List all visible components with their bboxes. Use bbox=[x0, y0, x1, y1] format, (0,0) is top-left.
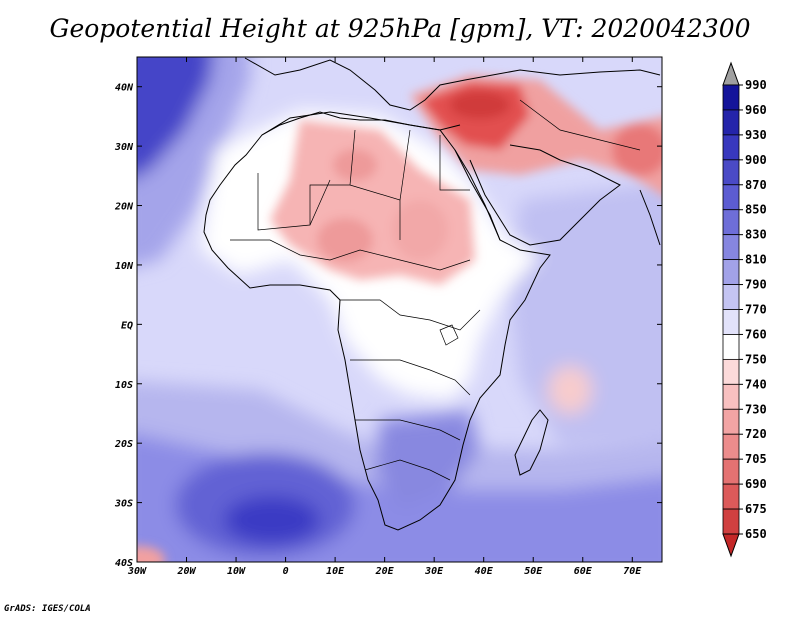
sahara-low-core bbox=[333, 149, 377, 181]
colorbar-swatch bbox=[722, 383, 740, 410]
north-atlantic-high-core bbox=[137, 57, 213, 177]
y-tick-label: 10N bbox=[115, 261, 134, 272]
arabia-coastline bbox=[469, 144, 621, 246]
x-tick-label: 50E bbox=[524, 566, 543, 577]
atlantic-corner-low bbox=[137, 546, 165, 562]
colorbar-swatch bbox=[722, 209, 740, 236]
colorbar-label: 900 bbox=[745, 153, 767, 167]
x-tick-label: 60E bbox=[574, 566, 593, 577]
border bbox=[350, 359, 471, 396]
colorbar-label: 930 bbox=[745, 128, 767, 142]
colorbar-swatch bbox=[722, 284, 740, 310]
y-tick-label: 40S bbox=[115, 558, 133, 569]
colorbar-swatch bbox=[722, 458, 740, 485]
y-tick-label: 30N bbox=[114, 142, 134, 153]
middle-east-low-core bbox=[450, 91, 510, 119]
border bbox=[257, 173, 331, 231]
x-tick-label: 0 bbox=[283, 566, 289, 577]
red-sea-coast bbox=[454, 149, 501, 241]
colorbar-swatch bbox=[722, 184, 740, 211]
europe-coastline bbox=[244, 57, 661, 111]
low-pressure-shading bbox=[137, 75, 662, 562]
colorbar-swatch bbox=[722, 483, 740, 510]
southern-africa-high bbox=[375, 410, 480, 510]
axis-ticks: 30W 20W 10W 0 10E 20E 30E 40E 50E 60E 70E 40N 30N 20N… bbox=[114, 57, 662, 577]
colorbar-label: 720 bbox=[745, 427, 767, 441]
x-tick-label: 20E bbox=[375, 566, 395, 577]
credit-label: GrADS: IGES/COLA bbox=[4, 604, 91, 614]
colorbar-swatch bbox=[722, 408, 740, 435]
sahel-low-core bbox=[317, 218, 373, 262]
colorbar-bottom-arrow bbox=[722, 533, 740, 558]
colorbar-swatch bbox=[722, 134, 740, 161]
colorbar-label: 870 bbox=[745, 178, 767, 192]
colorbar-swatch bbox=[722, 159, 740, 186]
y-tick-label: EQ bbox=[121, 320, 133, 331]
colorbar-label: 960 bbox=[745, 103, 767, 117]
border bbox=[340, 299, 481, 331]
india-coastline bbox=[639, 189, 661, 246]
border bbox=[364, 459, 451, 481]
colorbar-label: 990 bbox=[745, 78, 767, 92]
colorbar-swatch bbox=[722, 84, 740, 111]
y-tick-label: 30S bbox=[114, 499, 133, 510]
y-tick-label: 20N bbox=[114, 202, 134, 213]
colorbar-swatch bbox=[722, 358, 740, 385]
x-tick-label: 10E bbox=[326, 566, 345, 577]
colorbar-label: 850 bbox=[745, 203, 767, 217]
border bbox=[349, 129, 470, 201]
border bbox=[519, 99, 641, 151]
border bbox=[230, 239, 471, 271]
mediterranean-coast bbox=[261, 111, 461, 136]
madagascar-coastline bbox=[514, 409, 549, 476]
madagascar-low bbox=[548, 366, 592, 414]
x-tick-label: 10W bbox=[227, 566, 246, 577]
colorbar-label: 730 bbox=[745, 402, 767, 416]
plot-frame bbox=[136, 56, 663, 563]
colorbar-swatch bbox=[722, 508, 740, 535]
country-borders bbox=[230, 99, 641, 481]
x-tick-label: 40E bbox=[475, 566, 494, 577]
sudan-low bbox=[392, 200, 448, 260]
coastlines bbox=[203, 57, 661, 531]
colorbar-label: 750 bbox=[745, 352, 767, 366]
colorbar-label: 760 bbox=[745, 327, 767, 341]
colorbar-top-arrow bbox=[722, 61, 740, 86]
colorbar-label: 675 bbox=[745, 502, 767, 516]
indian-ocean-field bbox=[510, 182, 662, 445]
y-tick-label: 20S bbox=[114, 439, 133, 450]
colorbar-swatch bbox=[722, 259, 740, 285]
x-tick-label: 20W bbox=[176, 566, 196, 577]
colorbar-label: 830 bbox=[745, 228, 767, 242]
colorbar-swatch bbox=[722, 334, 740, 360]
colorbar-label: 740 bbox=[745, 377, 767, 391]
south-atlantic-high-core bbox=[224, 496, 320, 544]
border bbox=[355, 419, 461, 441]
colorbar: 990 960 930 900 870 850 830 810 790 770 760 750 740 7… bbox=[722, 61, 767, 558]
colorbar-swatch bbox=[722, 109, 740, 136]
colorbar-label: 650 bbox=[745, 527, 767, 541]
lake-victoria bbox=[439, 324, 459, 346]
colorbar-label: 770 bbox=[745, 303, 767, 317]
colorbar-label: 705 bbox=[745, 452, 767, 466]
chart-title: Geopotential Height at 925hPa [gpm], VT:… bbox=[49, 14, 751, 43]
y-tick-label: 10S bbox=[115, 380, 133, 391]
colorbar-swatch bbox=[722, 433, 740, 460]
map-plot-area bbox=[137, 57, 662, 562]
iran-low bbox=[612, 124, 662, 176]
x-tick-label: 30W bbox=[127, 566, 147, 577]
x-tick-label: 30E bbox=[424, 566, 444, 577]
colorbar-swatch bbox=[722, 309, 740, 335]
colorbar-label: 690 bbox=[745, 477, 767, 491]
x-tick-label: 70E bbox=[623, 566, 642, 577]
colorbar-swatch bbox=[722, 234, 740, 261]
y-tick-label: 40N bbox=[115, 83, 134, 94]
colorbar-label: 810 bbox=[745, 253, 767, 267]
colorbar-label: 790 bbox=[745, 278, 767, 292]
